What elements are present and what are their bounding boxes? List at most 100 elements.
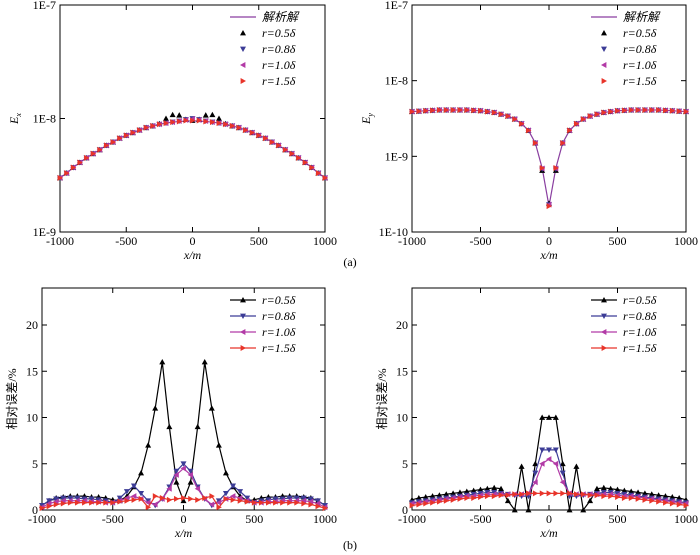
data-point — [123, 494, 130, 501]
data-point — [152, 501, 158, 508]
data-point — [566, 507, 573, 513]
data-point — [628, 494, 635, 501]
legend-label: r=1.5δ — [262, 341, 296, 355]
y-axis-label-text: 相对误差/% — [5, 368, 19, 429]
legend-label: r=1.0δ — [623, 325, 657, 339]
data-point — [601, 493, 607, 500]
x-tick-label: -500 — [470, 512, 492, 526]
data-point — [464, 106, 470, 113]
y-tick-label: 10 — [396, 411, 408, 425]
data-point — [237, 494, 243, 501]
x-tick-label: 500 — [245, 512, 263, 526]
data-point — [173, 479, 180, 485]
y-tick-label: 1E-7 — [33, 0, 56, 12]
data-point — [662, 493, 669, 499]
data-point — [546, 456, 552, 463]
data-point — [152, 405, 159, 411]
y-tick-label: 5 — [32, 457, 38, 471]
data-point — [532, 470, 539, 476]
y-tick-label: 0 — [32, 503, 38, 517]
data-point — [196, 117, 203, 124]
data-point — [82, 499, 88, 506]
x-tick-label: 0 — [546, 234, 552, 248]
data-point — [237, 489, 244, 495]
data-point — [300, 497, 307, 504]
data-point — [53, 501, 60, 508]
data-point — [256, 132, 262, 139]
legend-marker — [601, 78, 607, 84]
data-point — [491, 484, 498, 491]
data-point — [202, 494, 208, 501]
data-point — [526, 127, 532, 134]
data-point — [230, 493, 236, 500]
data-point — [559, 479, 566, 486]
data-point — [635, 489, 642, 495]
x-tick-label: -1000 — [46, 234, 74, 248]
data-point — [229, 122, 236, 129]
x-axis-label: x/m — [539, 526, 558, 540]
data-point — [110, 499, 116, 506]
data-point — [574, 491, 580, 498]
data-point — [463, 488, 470, 494]
data-point — [437, 106, 443, 113]
data-point — [429, 493, 436, 499]
data-point — [301, 500, 307, 507]
data-point — [150, 122, 156, 129]
data-point — [552, 447, 559, 453]
data-point — [532, 140, 539, 147]
x-tick-label: -1000 — [398, 234, 426, 248]
data-point — [315, 170, 322, 177]
data-point — [163, 115, 169, 121]
data-point — [103, 142, 110, 149]
data-point — [601, 109, 607, 116]
data-point — [60, 500, 67, 507]
data-point — [621, 107, 628, 114]
legend-label: r=0.8δ — [262, 42, 296, 56]
data-point — [416, 108, 422, 115]
y-axis-label-text: E — [359, 116, 373, 125]
data-point — [103, 499, 109, 506]
data-point — [174, 495, 180, 502]
data-point — [553, 165, 559, 172]
data-point — [519, 120, 525, 127]
data-point — [181, 494, 187, 501]
data-point — [159, 359, 166, 365]
x-tick-label: 500 — [609, 512, 627, 526]
data-point — [587, 113, 594, 120]
data-point — [77, 159, 83, 166]
data-point — [423, 500, 429, 507]
data-point — [464, 494, 470, 501]
data-point — [269, 139, 275, 146]
data-point — [57, 174, 63, 181]
data-point — [216, 115, 222, 121]
data-point — [430, 499, 436, 506]
data-point — [457, 106, 463, 113]
data-point — [478, 107, 484, 114]
data-point — [187, 479, 194, 485]
data-point — [663, 499, 669, 506]
data-point — [628, 106, 635, 113]
legend-marker — [240, 297, 246, 303]
data-point — [96, 499, 102, 506]
data-point — [194, 423, 201, 430]
legend-marker — [240, 46, 246, 52]
legend-marker — [240, 78, 246, 84]
data-point — [539, 460, 545, 467]
data-point — [546, 490, 552, 497]
data-point — [273, 499, 279, 506]
legend-marker — [601, 46, 607, 52]
data-point — [505, 113, 511, 120]
data-point — [138, 470, 145, 476]
data-point — [416, 501, 422, 508]
data-point — [314, 498, 321, 504]
data-point — [546, 447, 552, 453]
data-point — [272, 496, 279, 502]
data-point — [580, 491, 587, 498]
data-point — [484, 493, 491, 500]
data-point — [669, 500, 676, 507]
data-point — [649, 106, 655, 113]
x-tick-label: 0 — [190, 234, 196, 248]
data-point — [88, 496, 95, 502]
data-point — [302, 159, 309, 166]
data-point — [683, 108, 689, 115]
